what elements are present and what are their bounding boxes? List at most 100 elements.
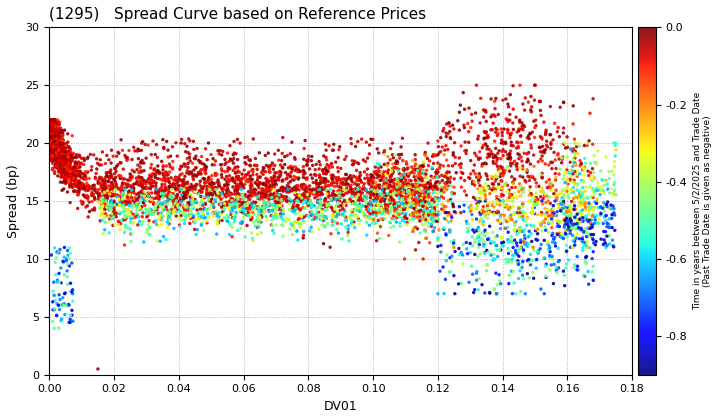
Point — [120, 186, 131, 193]
Point — [114, 210, 125, 217]
Point — [121, 207, 132, 214]
Point — [229, 215, 240, 221]
Point — [45, 134, 57, 141]
Point — [337, 181, 348, 188]
Point — [348, 180, 360, 187]
Point — [279, 196, 291, 202]
Point — [189, 189, 200, 196]
Point — [45, 125, 57, 132]
Point — [569, 214, 580, 220]
Point — [189, 183, 200, 189]
Point — [137, 218, 148, 225]
Point — [485, 96, 497, 102]
Point — [45, 120, 57, 127]
Point — [86, 167, 97, 173]
Point — [557, 176, 569, 182]
Point — [571, 186, 582, 193]
Point — [550, 174, 562, 181]
Point — [326, 160, 338, 167]
Point — [268, 166, 279, 173]
Point — [572, 231, 583, 237]
Point — [434, 179, 446, 186]
Point — [365, 186, 377, 192]
Point — [266, 217, 278, 223]
Point — [475, 195, 487, 202]
Point — [244, 196, 256, 203]
Point — [526, 210, 538, 217]
Point — [315, 201, 326, 207]
Point — [89, 207, 100, 213]
Point — [158, 172, 170, 178]
Point — [48, 136, 60, 143]
Point — [199, 179, 211, 186]
Point — [48, 120, 60, 126]
Point — [577, 184, 588, 191]
Point — [117, 180, 128, 186]
Point — [47, 133, 58, 139]
Point — [583, 281, 595, 288]
Point — [121, 184, 132, 190]
Point — [560, 221, 572, 228]
Point — [500, 148, 511, 155]
Point — [78, 157, 90, 164]
Point — [409, 182, 420, 189]
Point — [45, 117, 57, 123]
Point — [561, 249, 572, 255]
Point — [440, 142, 451, 149]
Point — [57, 165, 68, 172]
Point — [117, 196, 128, 202]
Point — [429, 173, 441, 180]
Point — [72, 192, 84, 198]
Point — [423, 189, 434, 195]
Point — [204, 205, 215, 212]
Point — [337, 187, 348, 194]
Point — [97, 187, 109, 194]
Point — [405, 192, 416, 198]
Point — [57, 132, 68, 139]
Point — [63, 162, 74, 168]
Point — [315, 174, 326, 181]
Point — [482, 151, 494, 158]
Point — [263, 192, 274, 199]
Point — [468, 289, 480, 296]
Point — [539, 219, 550, 226]
Point — [219, 161, 230, 168]
Point — [410, 247, 421, 253]
Point — [277, 217, 289, 223]
Point — [346, 208, 358, 215]
Y-axis label: Time in years between 5/2/2025 and Trade Date
(Past Trade Date is given as negat: Time in years between 5/2/2025 and Trade… — [693, 92, 712, 310]
Point — [312, 199, 323, 206]
Point — [60, 153, 72, 160]
Point — [46, 121, 58, 128]
Point — [328, 212, 339, 218]
Point — [509, 158, 521, 165]
Point — [101, 192, 112, 199]
Point — [241, 202, 253, 209]
Point — [60, 152, 71, 158]
Point — [201, 218, 212, 224]
Point — [491, 193, 503, 200]
Point — [485, 239, 496, 246]
Point — [65, 160, 76, 167]
Point — [280, 218, 292, 225]
Point — [79, 185, 91, 192]
Point — [89, 185, 101, 192]
Point — [314, 172, 325, 178]
Point — [495, 225, 506, 232]
Point — [74, 183, 86, 190]
Point — [436, 177, 448, 184]
Point — [432, 169, 444, 176]
Point — [439, 209, 451, 216]
Point — [208, 203, 220, 210]
Point — [484, 153, 495, 160]
Point — [60, 144, 72, 151]
Point — [414, 230, 426, 236]
Point — [335, 180, 346, 187]
Point — [228, 150, 240, 156]
Point — [45, 126, 57, 133]
Point — [245, 211, 256, 218]
Point — [199, 214, 211, 221]
Point — [577, 242, 589, 249]
Point — [45, 142, 57, 149]
Point — [549, 198, 561, 205]
